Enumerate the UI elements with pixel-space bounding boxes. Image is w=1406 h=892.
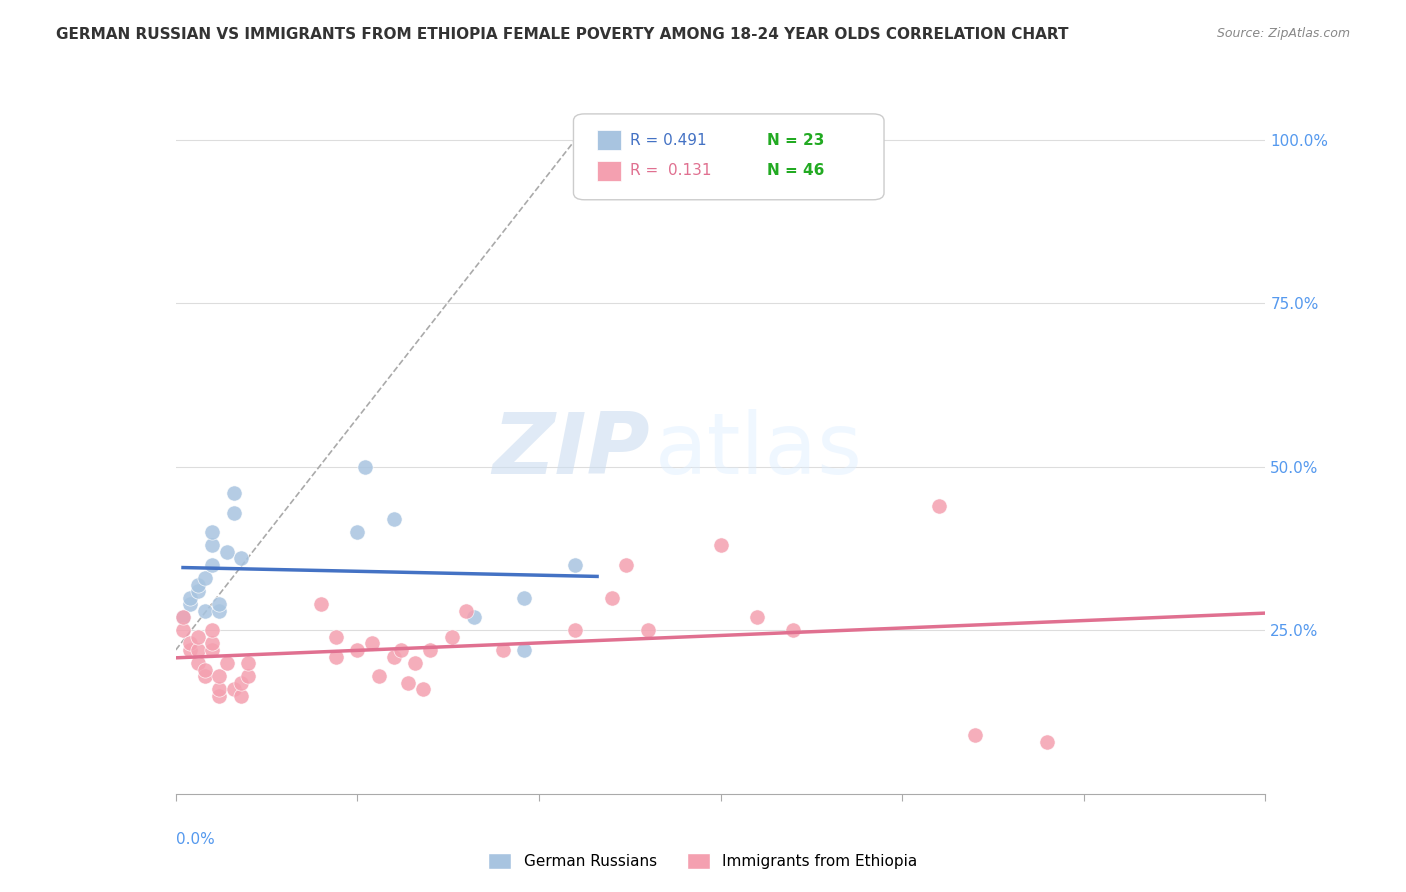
Point <box>360 636 382 650</box>
Text: atlas: atlas <box>655 409 863 492</box>
Point <box>456 604 478 618</box>
Text: 0.0%: 0.0% <box>176 831 215 847</box>
Point <box>201 558 224 572</box>
Point <box>186 643 209 657</box>
Point <box>963 728 986 742</box>
Text: R = 0.491: R = 0.491 <box>630 133 707 147</box>
Point <box>201 636 224 650</box>
Point <box>208 604 231 618</box>
Point <box>222 486 245 500</box>
Point <box>231 551 253 566</box>
Point <box>222 682 245 697</box>
Point <box>201 624 224 638</box>
Point <box>513 643 536 657</box>
Point <box>1036 734 1059 748</box>
Point <box>353 459 375 474</box>
Point <box>637 624 659 638</box>
FancyBboxPatch shape <box>598 130 621 150</box>
Point <box>208 682 231 697</box>
Point <box>186 630 209 644</box>
Point <box>172 624 194 638</box>
Point <box>368 669 391 683</box>
Text: GERMAN RUSSIAN VS IMMIGRANTS FROM ETHIOPIA FEMALE POVERTY AMONG 18-24 YEAR OLDS : GERMAN RUSSIAN VS IMMIGRANTS FROM ETHIOP… <box>56 27 1069 42</box>
Point <box>194 604 217 618</box>
Text: Source: ZipAtlas.com: Source: ZipAtlas.com <box>1216 27 1350 40</box>
Point <box>222 506 245 520</box>
Point <box>419 643 441 657</box>
Point <box>346 643 368 657</box>
Point <box>179 591 201 605</box>
Point <box>231 675 253 690</box>
Point <box>186 577 209 591</box>
Point <box>710 538 733 552</box>
Point <box>346 525 368 540</box>
Point <box>194 663 217 677</box>
Point <box>179 643 201 657</box>
Point <box>201 525 224 540</box>
Point <box>208 597 231 611</box>
Point <box>238 656 260 670</box>
Point <box>928 499 950 513</box>
Point <box>564 558 586 572</box>
Point <box>513 591 536 605</box>
Point <box>745 610 768 624</box>
Point <box>405 656 427 670</box>
Point <box>208 689 231 703</box>
Point <box>186 656 209 670</box>
Text: ZIP: ZIP <box>492 409 650 492</box>
Point <box>201 643 224 657</box>
Point <box>564 624 586 638</box>
Point <box>309 597 332 611</box>
Point <box>389 643 412 657</box>
Point <box>412 682 434 697</box>
Point <box>208 669 231 683</box>
Point <box>382 649 405 664</box>
Point <box>492 643 515 657</box>
Text: N = 23: N = 23 <box>768 133 825 147</box>
FancyBboxPatch shape <box>574 114 884 200</box>
Point <box>614 558 637 572</box>
Point <box>600 591 623 605</box>
Point <box>782 624 804 638</box>
Text: R =  0.131: R = 0.131 <box>630 163 711 178</box>
Point <box>194 669 217 683</box>
Point <box>172 610 194 624</box>
Text: N = 46: N = 46 <box>768 163 825 178</box>
Point <box>215 545 238 559</box>
Point <box>396 675 419 690</box>
Point <box>215 656 238 670</box>
Point <box>194 571 217 585</box>
Point <box>231 689 253 703</box>
Point <box>325 630 347 644</box>
Point <box>238 669 260 683</box>
Point <box>179 636 201 650</box>
Point <box>201 538 224 552</box>
Point <box>463 610 485 624</box>
Legend: German Russians, Immigrants from Ethiopia: German Russians, Immigrants from Ethiopi… <box>482 847 924 875</box>
Point <box>325 649 347 664</box>
Point <box>440 630 463 644</box>
Point <box>186 584 209 599</box>
FancyBboxPatch shape <box>598 161 621 180</box>
Point <box>172 610 194 624</box>
Point <box>179 597 201 611</box>
Point <box>382 512 405 526</box>
